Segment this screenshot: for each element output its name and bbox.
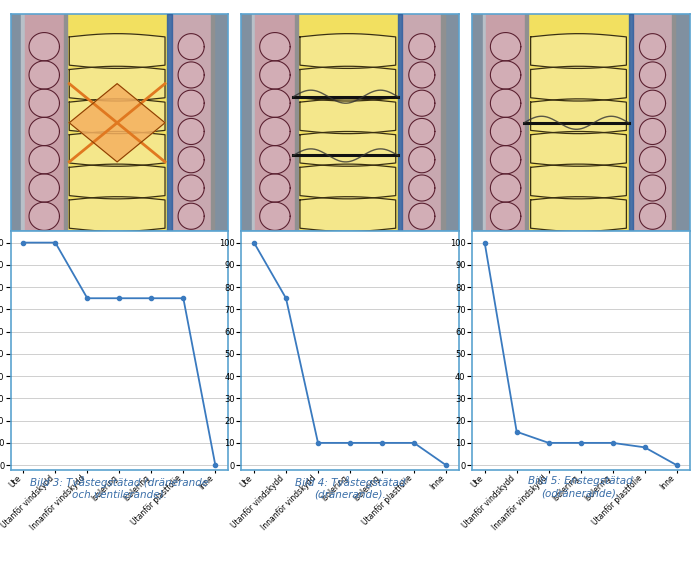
Polygon shape (531, 34, 626, 69)
Bar (298, 14, 398, 231)
Polygon shape (491, 117, 521, 146)
Bar (633, 14, 672, 231)
Polygon shape (178, 34, 204, 60)
Bar (252, 14, 256, 231)
Polygon shape (300, 132, 395, 166)
Polygon shape (531, 132, 626, 166)
Polygon shape (491, 202, 521, 230)
Polygon shape (491, 33, 521, 61)
Polygon shape (300, 164, 395, 199)
Polygon shape (409, 175, 435, 201)
Bar (402, 14, 442, 231)
Polygon shape (531, 99, 626, 133)
Polygon shape (178, 118, 204, 145)
Polygon shape (29, 117, 60, 146)
Polygon shape (29, 61, 60, 89)
Polygon shape (531, 66, 626, 101)
Polygon shape (69, 66, 165, 101)
Bar (25, 14, 64, 231)
Polygon shape (640, 90, 666, 116)
Polygon shape (29, 174, 60, 202)
Polygon shape (640, 62, 666, 88)
Polygon shape (29, 146, 60, 174)
Bar (22, 14, 24, 231)
Polygon shape (300, 99, 395, 133)
Bar (214, 14, 228, 231)
Polygon shape (178, 62, 204, 88)
Polygon shape (29, 89, 60, 117)
Polygon shape (300, 34, 395, 69)
Polygon shape (409, 203, 435, 229)
Polygon shape (29, 33, 60, 61)
Polygon shape (491, 174, 521, 202)
Polygon shape (178, 90, 204, 116)
Bar (64, 14, 67, 231)
Polygon shape (491, 61, 521, 89)
Bar (172, 14, 211, 231)
Polygon shape (531, 164, 626, 199)
Polygon shape (69, 99, 165, 133)
Polygon shape (640, 34, 666, 60)
Bar (442, 14, 444, 231)
Text: Bild 3: Tvåstegstätad (dränerande
och ventilerande).: Bild 3: Tvåstegstätad (dränerande och ve… (30, 476, 209, 500)
Bar (67, 14, 167, 231)
Text: Bild 4: Tvåstegstätad
(dränerande).: Bild 4: Tvåstegstätad (dränerande). (295, 476, 405, 500)
Bar (241, 14, 252, 231)
Polygon shape (260, 146, 290, 174)
Bar (398, 14, 402, 231)
Polygon shape (491, 89, 521, 117)
Polygon shape (409, 147, 435, 173)
Polygon shape (409, 62, 435, 88)
Polygon shape (300, 66, 395, 101)
Polygon shape (69, 132, 165, 166)
Polygon shape (409, 118, 435, 145)
Bar (483, 14, 486, 231)
Polygon shape (29, 202, 60, 230)
Bar (444, 14, 458, 231)
Polygon shape (409, 34, 435, 60)
Bar (672, 14, 676, 231)
Polygon shape (640, 147, 666, 173)
Polygon shape (260, 117, 290, 146)
Bar (528, 14, 629, 231)
Text: Bild 5: Enstegstätad
(odränerande).: Bild 5: Enstegstätad (odränerande). (528, 476, 633, 498)
Polygon shape (260, 61, 290, 89)
Polygon shape (640, 203, 666, 229)
Bar (486, 14, 525, 231)
Bar (629, 14, 633, 231)
Polygon shape (260, 89, 290, 117)
Polygon shape (69, 164, 165, 199)
Polygon shape (178, 147, 204, 173)
Polygon shape (69, 34, 165, 69)
Bar (676, 14, 690, 231)
Polygon shape (260, 202, 290, 230)
Polygon shape (300, 196, 395, 231)
Polygon shape (640, 118, 666, 145)
Bar (167, 14, 172, 231)
Polygon shape (491, 146, 521, 174)
Bar (10, 14, 22, 231)
Bar (472, 14, 483, 231)
Polygon shape (69, 196, 165, 231)
Polygon shape (409, 90, 435, 116)
Bar (295, 14, 298, 231)
Polygon shape (69, 84, 165, 162)
Polygon shape (531, 196, 626, 231)
Polygon shape (260, 174, 290, 202)
Polygon shape (178, 203, 204, 229)
Polygon shape (178, 175, 204, 201)
Bar (211, 14, 214, 231)
Bar (525, 14, 528, 231)
Bar (256, 14, 295, 231)
Polygon shape (640, 175, 666, 201)
Polygon shape (260, 33, 290, 61)
